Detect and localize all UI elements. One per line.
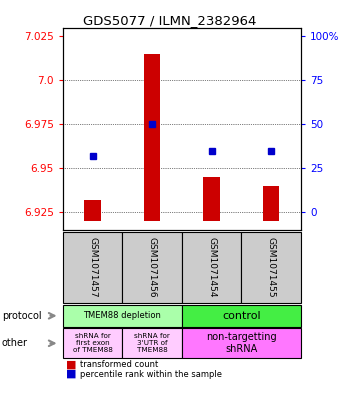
Text: GDS5077 / ILMN_2382964: GDS5077 / ILMN_2382964 (83, 14, 257, 27)
Bar (84, 200, 101, 221)
Text: GSM1071456: GSM1071456 (148, 237, 157, 298)
Text: ■: ■ (66, 369, 77, 379)
Text: TMEM88 depletion: TMEM88 depletion (83, 311, 162, 320)
Text: non-targetting
shRNA: non-targetting shRNA (206, 332, 277, 354)
Text: GSM1071454: GSM1071454 (207, 237, 216, 298)
Text: GSM1071457: GSM1071457 (88, 237, 97, 298)
Text: control: control (222, 311, 261, 321)
Text: shRNA for
first exon
of TMEM88: shRNA for first exon of TMEM88 (73, 333, 113, 353)
Bar (203, 177, 220, 221)
Text: percentile rank within the sample: percentile rank within the sample (80, 370, 222, 378)
Text: ■: ■ (66, 360, 77, 370)
Text: protocol: protocol (2, 311, 41, 321)
Text: GSM1071455: GSM1071455 (267, 237, 276, 298)
Bar (144, 54, 160, 221)
Text: transformed count: transformed count (80, 360, 158, 369)
Text: other: other (2, 338, 28, 348)
Bar (263, 186, 279, 221)
Text: shRNA for
3'UTR of
TMEM88: shRNA for 3'UTR of TMEM88 (134, 333, 170, 353)
